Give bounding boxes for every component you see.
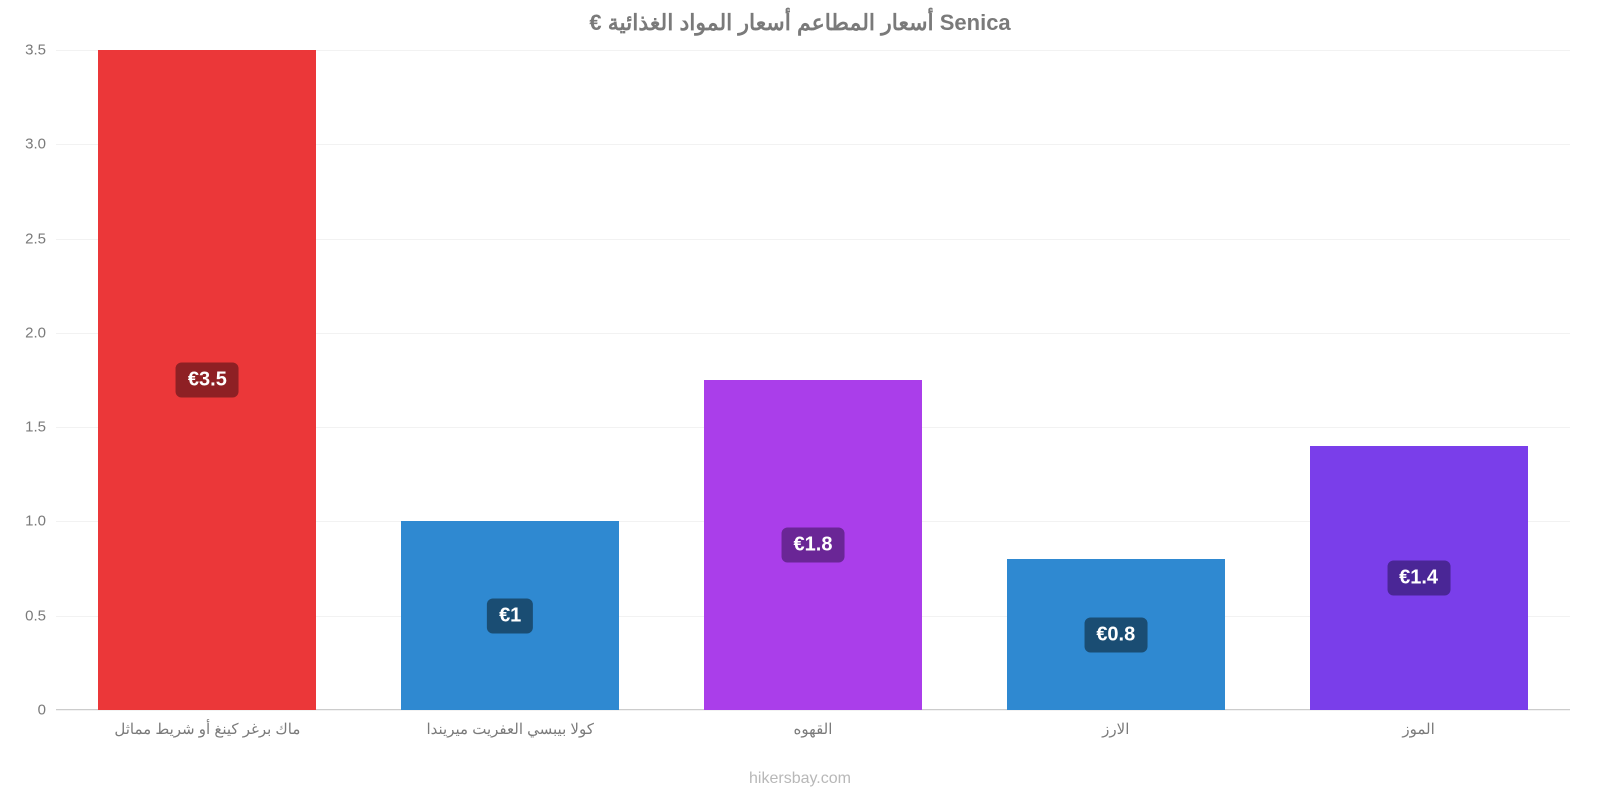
- y-axis-tick-label: 2.0: [25, 324, 56, 341]
- chart-caption: hikersbay.com: [0, 770, 1600, 788]
- bar-slot: €1.4الموز: [1267, 50, 1570, 710]
- x-axis-tick-label: الارز: [1102, 710, 1129, 738]
- plot-area: 00.51.01.52.02.53.03.5€3.5ماك برغر كينغ …: [56, 50, 1570, 710]
- bar-value-badge: €0.8: [1084, 617, 1147, 652]
- y-axis-tick-label: 1.5: [25, 419, 56, 436]
- chart-title: € أسعار المطاعم أسعار المواد الغذائية Se…: [0, 0, 1600, 40]
- bar-value-badge: €1.8: [782, 528, 845, 563]
- bar-value-badge: €3.5: [176, 363, 239, 398]
- y-axis-tick-label: 3.0: [25, 136, 56, 153]
- x-axis-tick-label: ماك برغر كينغ أو شريط مماثل: [114, 710, 300, 738]
- y-axis-tick-label: 1.0: [25, 513, 56, 530]
- bar-value-badge: €1.4: [1387, 561, 1450, 596]
- y-axis-tick-label: 3.5: [25, 42, 56, 59]
- y-axis-tick-label: 2.5: [25, 230, 56, 247]
- x-axis-tick-label: الموز: [1402, 710, 1434, 738]
- price-bar-chart: € أسعار المطاعم أسعار المواد الغذائية Se…: [0, 0, 1600, 800]
- y-axis-tick-label: 0.5: [25, 607, 56, 624]
- bar-value-badge: €1: [487, 598, 533, 633]
- bar-slot: €1كولا بيبسي العفريت ميريندا: [359, 50, 662, 710]
- y-axis-tick-label: 0: [38, 702, 56, 719]
- bar-slot: €3.5ماك برغر كينغ أو شريط مماثل: [56, 50, 359, 710]
- bar-slot: €1.8القهوه: [662, 50, 965, 710]
- x-axis-tick-label: كولا بيبسي العفريت ميريندا: [426, 710, 593, 738]
- x-axis-tick-label: القهوه: [794, 710, 833, 738]
- bar-slot: €0.8الارز: [964, 50, 1267, 710]
